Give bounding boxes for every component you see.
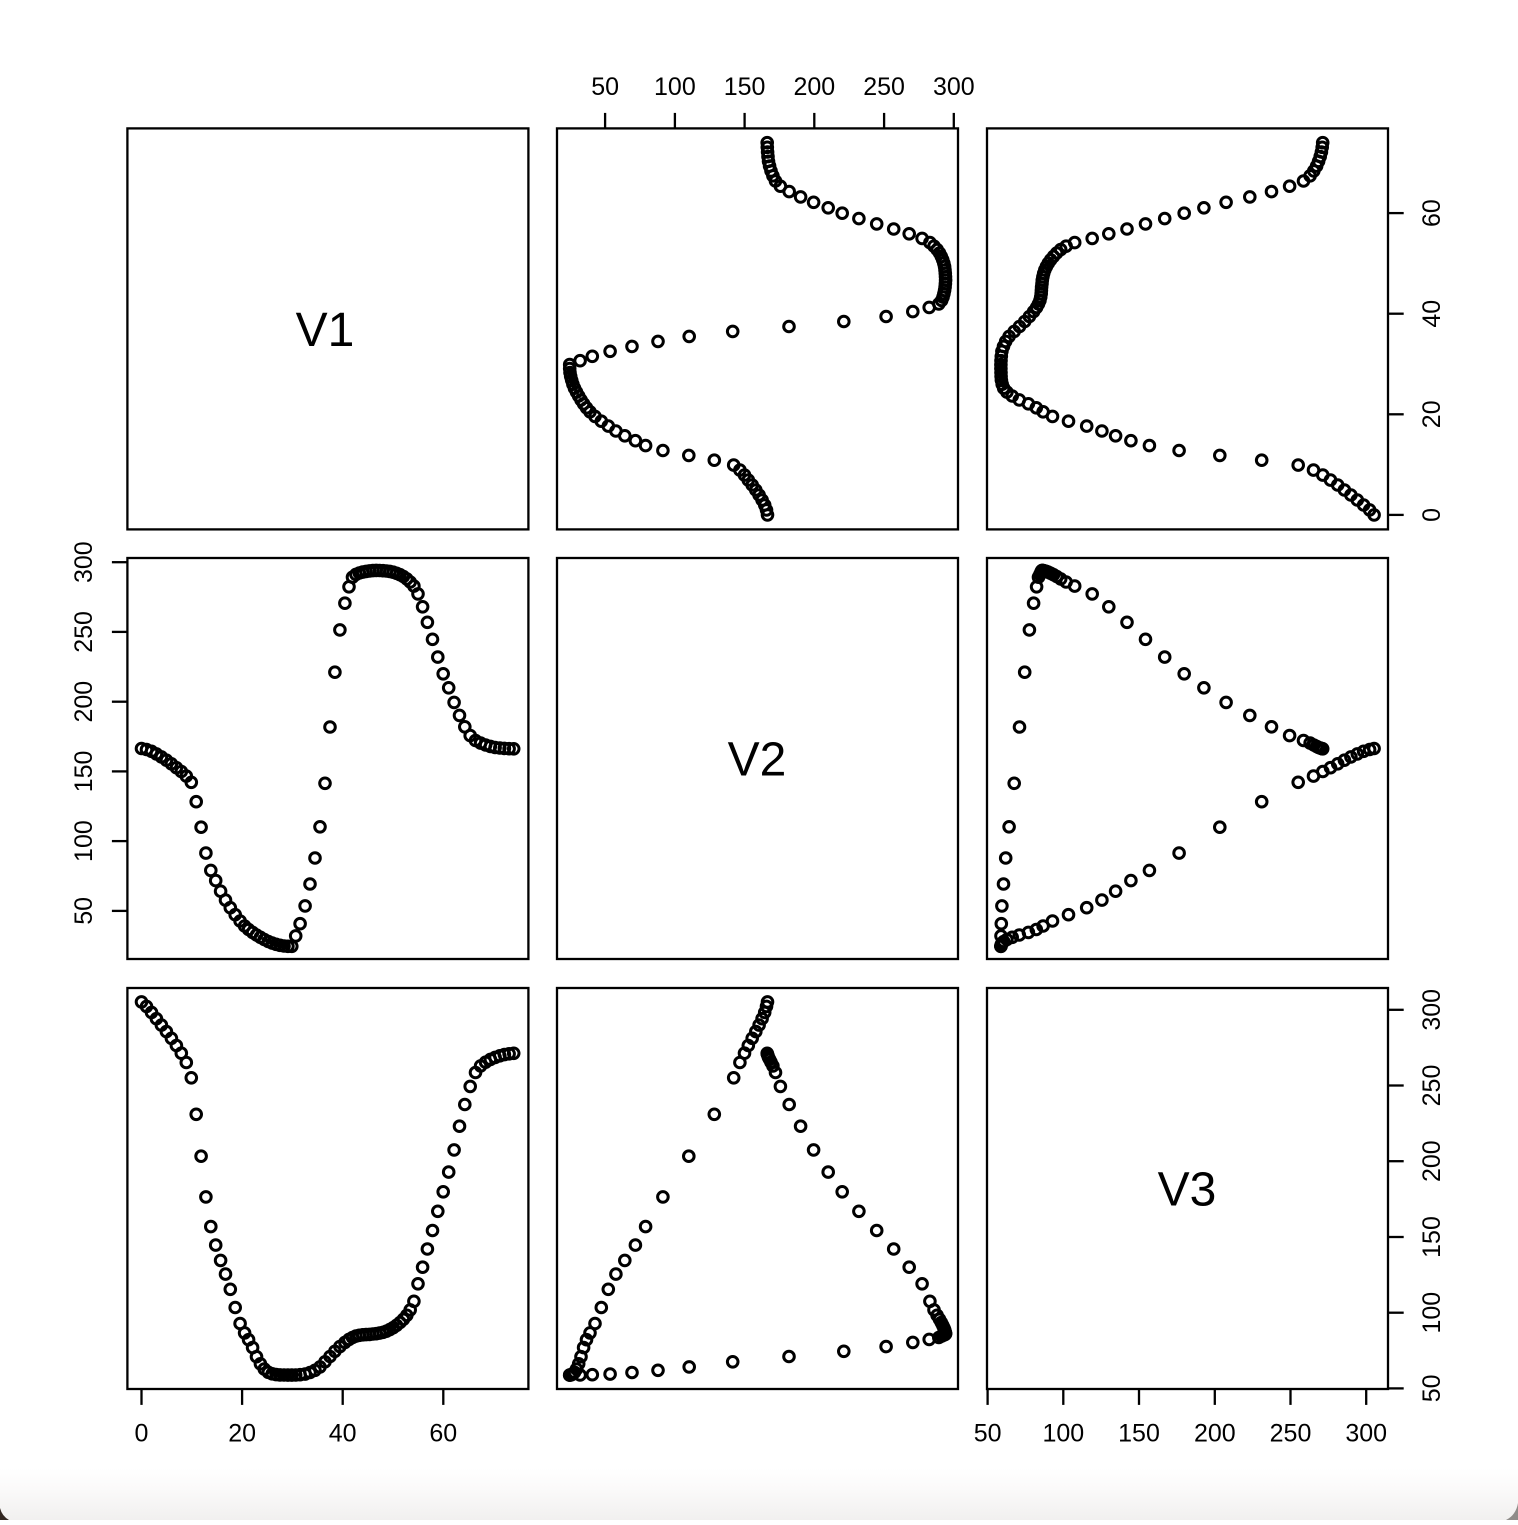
svg-text:250: 250 <box>1270 1420 1312 1448</box>
svg-text:150: 150 <box>1118 1420 1160 1448</box>
svg-text:V3: V3 <box>1158 1163 1217 1216</box>
svg-text:60: 60 <box>429 1420 457 1448</box>
svg-text:100: 100 <box>654 73 696 101</box>
svg-text:50: 50 <box>591 73 619 101</box>
svg-text:100: 100 <box>1042 1420 1084 1448</box>
svg-text:250: 250 <box>863 73 905 101</box>
svg-text:V1: V1 <box>296 304 355 357</box>
svg-text:300: 300 <box>1418 989 1446 1031</box>
svg-text:40: 40 <box>329 1420 357 1448</box>
svg-text:0: 0 <box>1418 508 1446 522</box>
svg-text:40: 40 <box>1418 300 1446 328</box>
svg-text:50: 50 <box>70 897 98 925</box>
svg-text:0: 0 <box>135 1420 149 1448</box>
svg-text:V2: V2 <box>728 733 787 786</box>
svg-text:100: 100 <box>70 820 98 862</box>
svg-text:250: 250 <box>70 611 98 653</box>
svg-text:100: 100 <box>1418 1292 1446 1334</box>
svg-text:200: 200 <box>1418 1140 1446 1182</box>
svg-text:300: 300 <box>933 73 975 101</box>
svg-text:50: 50 <box>1418 1374 1446 1402</box>
svg-text:200: 200 <box>1194 1420 1236 1448</box>
svg-text:300: 300 <box>1345 1420 1387 1448</box>
svg-text:20: 20 <box>1418 400 1446 428</box>
svg-text:150: 150 <box>724 73 766 101</box>
svg-text:300: 300 <box>70 541 98 583</box>
svg-text:60: 60 <box>1418 199 1446 227</box>
svg-text:200: 200 <box>70 681 98 723</box>
svg-text:20: 20 <box>228 1420 256 1448</box>
svg-text:150: 150 <box>1418 1216 1446 1258</box>
svg-text:150: 150 <box>70 751 98 793</box>
svg-text:250: 250 <box>1418 1065 1446 1107</box>
svg-text:50: 50 <box>974 1420 1002 1448</box>
svg-text:200: 200 <box>793 73 835 101</box>
